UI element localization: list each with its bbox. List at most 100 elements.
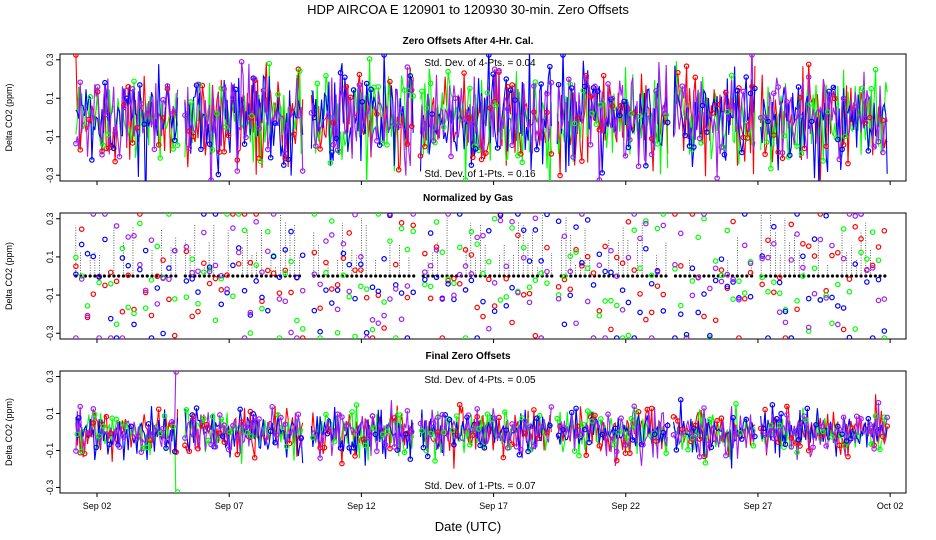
series-point-green bbox=[334, 329, 341, 336]
series-point-green bbox=[768, 422, 774, 429]
series-point-purple bbox=[705, 441, 712, 448]
series-point-purple bbox=[683, 335, 690, 339]
series-point-purple bbox=[339, 414, 345, 420]
series-point-purple bbox=[858, 416, 864, 422]
series-point-red bbox=[714, 417, 720, 424]
series-point-green bbox=[397, 412, 403, 418]
series-point-blue bbox=[215, 171, 222, 178]
series-point-blue bbox=[163, 445, 169, 451]
series-point-green bbox=[471, 143, 478, 149]
series-point-red bbox=[736, 335, 742, 339]
series-point-green bbox=[852, 326, 859, 332]
series-point-red bbox=[328, 286, 335, 292]
y-tick-label: -0.1 bbox=[45, 287, 55, 303]
series-point-blue bbox=[128, 423, 134, 430]
series-point-blue bbox=[852, 261, 859, 267]
series-point-purple bbox=[765, 254, 771, 261]
series-point-purple bbox=[90, 213, 97, 217]
series-point-red bbox=[718, 267, 725, 273]
series-point-red bbox=[692, 74, 699, 81]
series-point-blue bbox=[445, 281, 451, 287]
series-point-green bbox=[449, 427, 456, 433]
series-point-green bbox=[249, 433, 255, 439]
series-point-red bbox=[234, 451, 241, 458]
series-point-blue bbox=[864, 279, 870, 285]
series-point-green bbox=[419, 88, 425, 95]
series-point-red bbox=[840, 326, 847, 333]
series-point-purple bbox=[326, 113, 332, 119]
series-point-green bbox=[96, 279, 102, 286]
series-point-green bbox=[275, 412, 281, 418]
series-point-purple bbox=[73, 448, 79, 454]
series-point-blue bbox=[451, 441, 457, 448]
series-point-blue bbox=[472, 146, 479, 152]
series-point-red bbox=[347, 94, 354, 101]
baseline-point bbox=[678, 274, 682, 278]
plot-area bbox=[73, 213, 888, 339]
series-point-blue bbox=[424, 453, 431, 460]
series-point-red bbox=[613, 457, 620, 464]
series-point-purple bbox=[548, 404, 555, 410]
series-point-purple bbox=[823, 295, 829, 301]
series-point-green bbox=[468, 229, 475, 235]
series-point-blue bbox=[375, 288, 382, 295]
series-point-red bbox=[544, 430, 550, 436]
baseline-point bbox=[807, 274, 811, 278]
series-point-purple bbox=[590, 335, 597, 339]
series-point-green bbox=[750, 442, 757, 449]
series-point-purple bbox=[121, 434, 127, 440]
series-point-purple bbox=[567, 268, 574, 275]
series-point-blue bbox=[747, 90, 754, 97]
series-point-purple bbox=[695, 274, 702, 281]
series-point-purple bbox=[696, 453, 703, 460]
series-point-purple bbox=[282, 421, 289, 427]
series-point-purple bbox=[221, 86, 227, 92]
series-point-red bbox=[608, 326, 614, 333]
y-tick-label: -0.3 bbox=[45, 480, 55, 496]
series-point-blue bbox=[420, 444, 427, 451]
series-point-green bbox=[404, 246, 411, 253]
series-point-purple bbox=[692, 432, 699, 438]
series-point-red bbox=[78, 226, 85, 232]
series-point-blue bbox=[131, 321, 137, 328]
panel-1: Zero Offsets After 4-Hr. Cal. -0.3 -0.1 0.1… bbox=[4, 36, 907, 185]
baseline-point bbox=[83, 274, 87, 278]
series-point-purple bbox=[480, 232, 486, 239]
series-point-purple bbox=[654, 269, 661, 275]
series-point-green bbox=[829, 434, 835, 440]
series-point-purple bbox=[427, 262, 434, 269]
series-point-red bbox=[410, 222, 417, 229]
series-point-purple bbox=[276, 296, 283, 302]
series-point-green bbox=[131, 310, 137, 317]
series-point-blue bbox=[794, 213, 800, 217]
series-point-purple bbox=[880, 149, 886, 156]
series-point-green bbox=[358, 283, 364, 290]
series-point-red bbox=[709, 110, 716, 116]
series-point-blue bbox=[189, 276, 195, 282]
series-point-blue bbox=[123, 95, 130, 102]
series-point-purple bbox=[788, 257, 795, 263]
baseline-point bbox=[631, 274, 635, 278]
series-point-purple bbox=[613, 448, 620, 455]
baseline-point bbox=[140, 274, 145, 278]
baseline-point bbox=[811, 274, 816, 278]
series-point-blue bbox=[776, 279, 783, 286]
series-point-green bbox=[314, 80, 321, 87]
series-point-purple bbox=[439, 296, 446, 303]
series-point-blue bbox=[752, 85, 758, 92]
series-point-red bbox=[583, 452, 590, 459]
series-point-red bbox=[635, 408, 642, 415]
series-point-blue bbox=[241, 141, 248, 147]
series-point-red bbox=[520, 292, 527, 298]
series-point-purple bbox=[206, 268, 213, 275]
series-point-red bbox=[784, 403, 790, 410]
series-point-purple bbox=[201, 229, 207, 236]
panel-title: Final Zero Offsets bbox=[425, 351, 510, 362]
series-point-red bbox=[352, 453, 358, 459]
series-point-green bbox=[214, 111, 220, 117]
series-point-green bbox=[724, 227, 731, 234]
series-point-green bbox=[765, 288, 771, 295]
series-point-purple bbox=[430, 138, 437, 144]
series-point-purple bbox=[875, 297, 882, 304]
